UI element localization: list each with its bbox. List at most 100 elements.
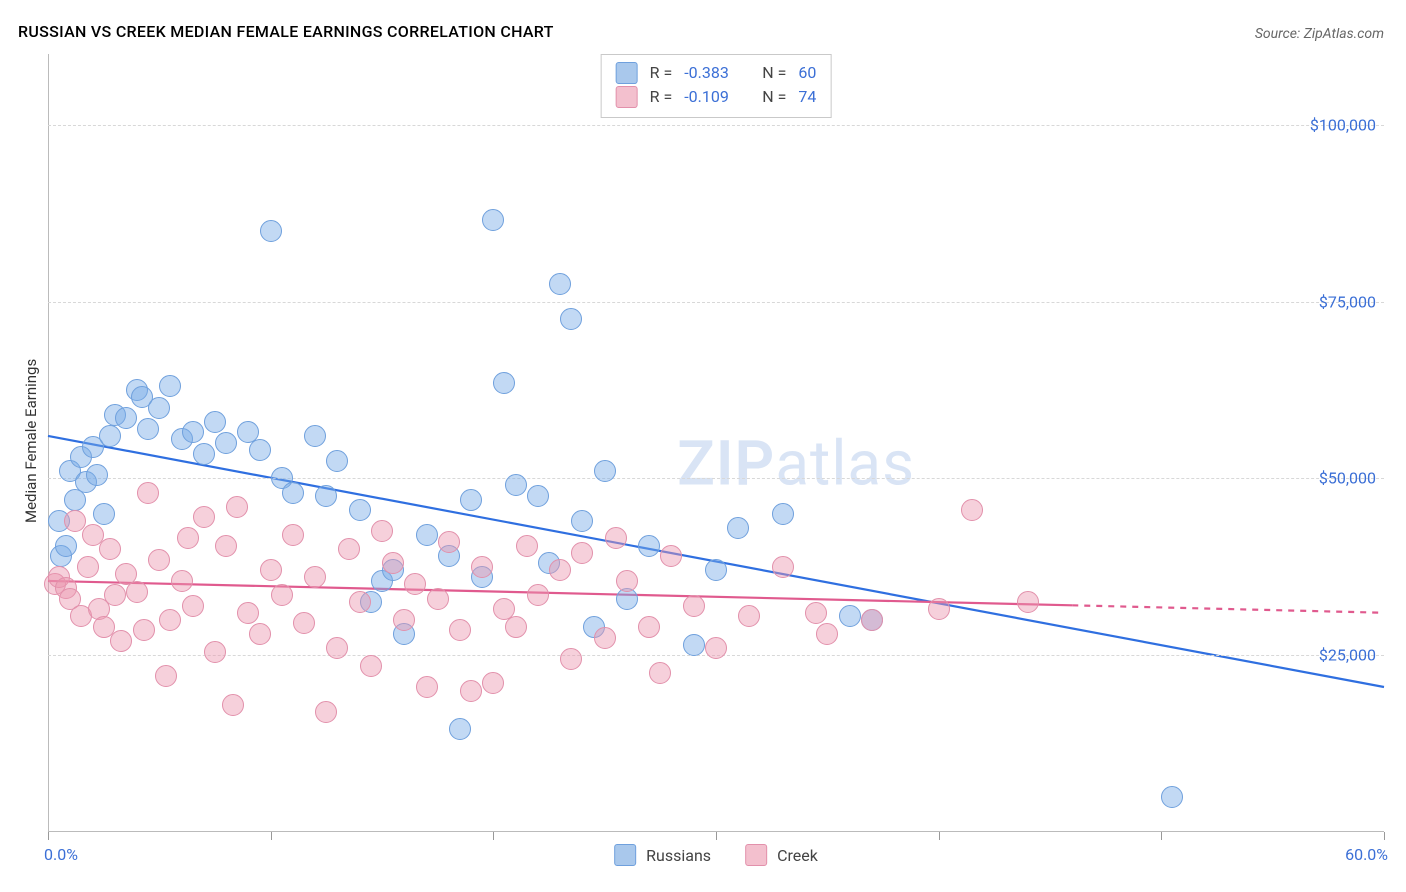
scatter-point (471, 556, 493, 578)
scatter-point (293, 612, 315, 634)
chart-title: RUSSIAN VS CREEK MEDIAN FEMALE EARNINGS … (18, 22, 554, 41)
scatter-point (482, 209, 504, 231)
x-tick (716, 832, 717, 840)
x-tick (271, 832, 272, 840)
scatter-point (99, 538, 121, 560)
scatter-point (460, 680, 482, 702)
scatter-point (215, 535, 237, 557)
scatter-point (772, 503, 794, 525)
scatter-point (282, 524, 304, 546)
chart-container: RUSSIAN VS CREEK MEDIAN FEMALE EARNINGS … (0, 0, 1406, 892)
scatter-point (705, 559, 727, 581)
scatter-point (705, 637, 727, 659)
source-name: ZipAtlas.com (1304, 26, 1384, 42)
stats-legend-box: R = -0.383 N = 60R = -0.109 N = 74 (601, 54, 832, 118)
scatter-point (215, 432, 237, 454)
scatter-point (349, 499, 371, 521)
x-max-label: 60.0% (1345, 845, 1388, 864)
scatter-point (177, 527, 199, 549)
scatter-point (193, 443, 215, 465)
scatter-point (638, 535, 660, 557)
gridline (48, 302, 1384, 303)
scatter-point (660, 545, 682, 567)
scatter-point (616, 570, 638, 592)
scatter-point (249, 439, 271, 461)
scatter-point (193, 506, 215, 528)
scatter-point (382, 552, 404, 574)
scatter-point (449, 718, 471, 740)
scatter-point (249, 623, 271, 645)
scatter-point (271, 584, 293, 606)
scatter-point (527, 485, 549, 507)
scatter-point (126, 581, 148, 603)
scatter-point (594, 627, 616, 649)
scatter-point (416, 676, 438, 698)
scatter-point (99, 425, 121, 447)
scatter-point (861, 609, 883, 631)
legend-item: Russians (614, 844, 711, 866)
scatter-point (110, 630, 132, 652)
y-tick-label: $50,000 (1319, 469, 1376, 488)
scatter-point (460, 489, 482, 511)
legend-bottom: Russians Creek (614, 844, 818, 866)
scatter-point (1161, 786, 1183, 808)
scatter-point (594, 460, 616, 482)
n-value: 74 (798, 85, 816, 109)
scatter-point (805, 602, 827, 624)
scatter-point (772, 556, 794, 578)
r-label: R = (650, 61, 673, 85)
scatter-point (148, 397, 170, 419)
scatter-point (222, 694, 244, 716)
scatter-point (393, 609, 415, 631)
scatter-point (171, 570, 193, 592)
scatter-point (683, 634, 705, 656)
scatter-point (360, 655, 382, 677)
scatter-point (260, 559, 282, 581)
scatter-point (560, 648, 582, 670)
scatter-point (928, 598, 950, 620)
series-swatch (616, 86, 638, 108)
r-label: R = (650, 85, 673, 109)
r-value: -0.383 (684, 61, 742, 85)
scatter-point (505, 474, 527, 496)
scatter-point (326, 637, 348, 659)
y-tick-label: $25,000 (1319, 646, 1376, 665)
scatter-point (649, 662, 671, 684)
scatter-point (727, 517, 749, 539)
scatter-point (571, 510, 593, 532)
scatter-point (55, 535, 77, 557)
scatter-point (159, 375, 181, 397)
scatter-point (115, 407, 137, 429)
scatter-point (237, 602, 259, 624)
scatter-point (404, 573, 426, 595)
r-value: -0.109 (684, 85, 742, 109)
source-attribution: Source: ZipAtlas.com (1255, 26, 1384, 42)
scatter-point (338, 538, 360, 560)
scatter-point (449, 619, 471, 641)
scatter-point (438, 531, 460, 553)
scatter-point (493, 372, 515, 394)
source-prefix: Source: (1255, 26, 1304, 42)
scatter-point (505, 616, 527, 638)
scatter-point (204, 641, 226, 663)
scatter-point (133, 619, 155, 641)
scatter-point (527, 584, 549, 606)
scatter-point (738, 605, 760, 627)
series-swatch (616, 62, 638, 84)
x-tick (1161, 832, 1162, 840)
scatter-point (549, 559, 571, 581)
scatter-point (683, 595, 705, 617)
legend-item: Creek (745, 844, 818, 866)
scatter-point (516, 535, 538, 557)
gridline (48, 125, 1384, 126)
x-tick (1384, 832, 1385, 840)
x-tick (493, 832, 494, 840)
scatter-point (638, 616, 660, 638)
legend-swatch (745, 844, 767, 866)
scatter-point (549, 273, 571, 295)
y-tick-label: $75,000 (1319, 292, 1376, 311)
scatter-point (482, 672, 504, 694)
scatter-point (104, 584, 126, 606)
scatter-point (349, 591, 371, 613)
scatter-point (137, 418, 159, 440)
